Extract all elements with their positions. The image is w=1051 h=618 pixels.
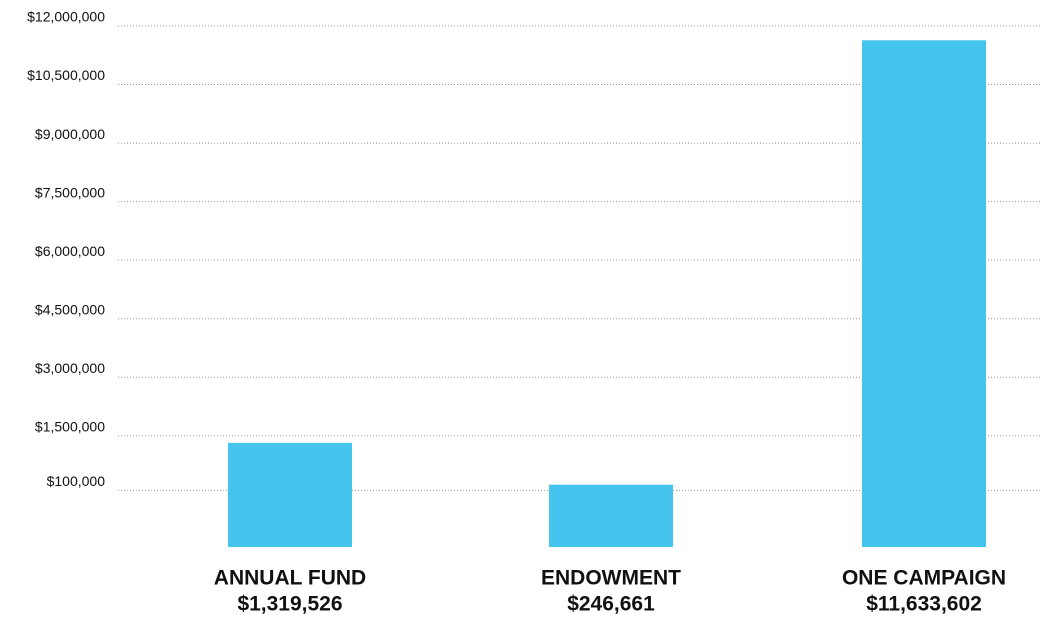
x-tick-label: ENDOWMENT [541, 567, 681, 590]
bar [862, 40, 986, 547]
x-tick-label: ONE CAMPAIGN [842, 567, 1006, 590]
y-tick-label: $12,000,000 [27, 9, 105, 25]
y-tick-label: $1,500,000 [35, 418, 105, 434]
y-tick-label: $10,500,000 [27, 67, 105, 83]
bar [549, 484, 673, 547]
y-tick-label: $100,000 [47, 473, 106, 489]
value-label: $1,319,526 [237, 593, 342, 616]
bar [228, 442, 352, 547]
y-tick-label: $9,000,000 [35, 126, 105, 142]
value-label: $11,633,602 [866, 593, 982, 616]
value-label: $246,661 [567, 593, 655, 616]
y-tick-label: $4,500,000 [35, 301, 105, 317]
x-tick-label: ANNUAL FUND [214, 567, 366, 590]
y-tick-label: $7,500,000 [35, 184, 105, 200]
y-tick-label: $3,000,000 [35, 360, 105, 376]
y-tick-label: $6,000,000 [35, 243, 105, 259]
